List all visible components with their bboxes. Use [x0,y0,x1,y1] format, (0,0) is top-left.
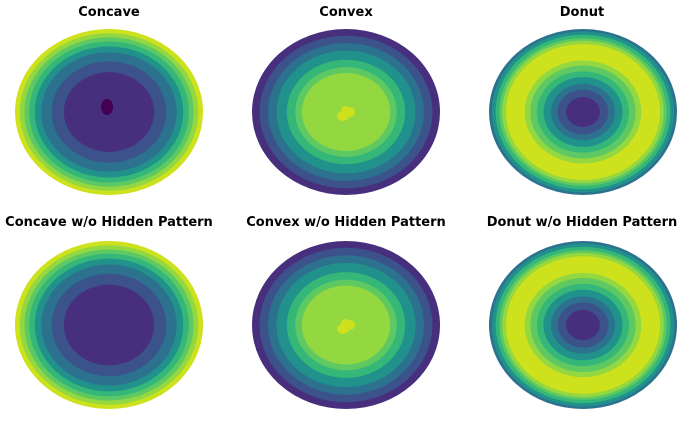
hidden-pattern-spot [337,319,355,334]
panel-title-donut-no-hidden: Donut w/o Hidden Pattern [486,215,678,230]
heatmap-convex-no-hidden [252,241,440,409]
panel-title-concave: Concave [78,5,140,20]
heatmap-ring [566,309,600,341]
hidden-pattern-spot [101,99,113,115]
heatmap-concave-no-hidden [15,241,203,409]
heatmap-convex [252,29,440,195]
heatmap-concave [15,29,203,195]
panel-title-convex-no-hidden: Convex w/o Hidden Pattern [246,215,446,230]
heatmap-ring [566,97,600,127]
panel-title-concave-no-hidden: Concave w/o Hidden Pattern [5,215,213,230]
heatmap-donut-no-hidden [489,241,677,409]
panel-title-donut: Donut [559,5,605,20]
heatmap-ring [63,284,155,366]
panel-title-convex: Convex [319,5,373,20]
heatmap-donut [489,29,677,195]
hidden-pattern-spot [337,106,355,121]
